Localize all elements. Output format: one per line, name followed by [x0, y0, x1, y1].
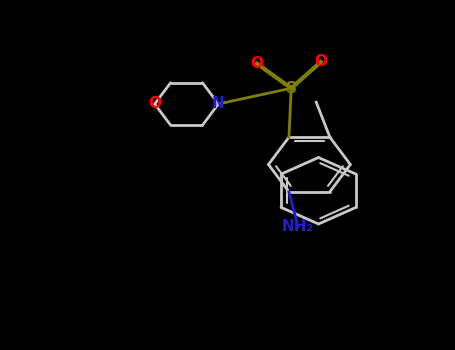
Text: N: N — [212, 97, 225, 111]
Text: O: O — [148, 97, 161, 111]
Text: O: O — [314, 55, 327, 69]
Text: S: S — [286, 81, 297, 96]
Text: NH₂: NH₂ — [282, 219, 314, 234]
Text: O: O — [251, 56, 263, 71]
